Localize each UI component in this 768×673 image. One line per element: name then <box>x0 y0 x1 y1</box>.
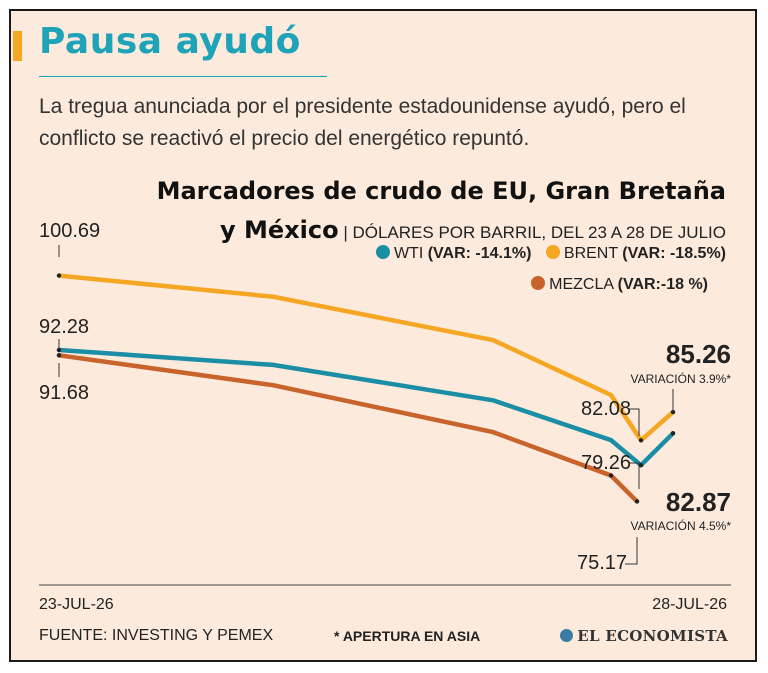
brand-mark-icon <box>560 629 574 642</box>
subtitle: La tregua anunciada por el presidente es… <box>39 95 686 150</box>
point-wti-5 <box>670 431 676 436</box>
series-line-brent <box>56 273 676 443</box>
label-brent-start: 100.69 <box>39 220 100 242</box>
x-label-start: 23-JUL-26 <box>39 596 114 613</box>
leader-brent-low <box>629 408 640 436</box>
chart-title-line2: y México <box>220 216 339 244</box>
chart-units: DÓLARES POR BARRIL, DEL 23 A 28 DE JULIO <box>352 223 726 242</box>
infographic-frame: Pausa ayudó La tregua anunciada por el p… <box>9 9 757 662</box>
series-line-wti <box>56 347 676 468</box>
legend-mezcla-swatch <box>531 276 546 290</box>
legend-row-2: MEZCLA (VAR:-18 %) <box>531 276 708 294</box>
legend-mezcla-var: (VAR:-18 %) <box>617 276 708 293</box>
point-brent-4 <box>638 438 644 443</box>
label-mezcla-end: 75.17 <box>577 552 627 574</box>
series-layer <box>56 273 676 504</box>
footnote: * APERTURA EN ASIA <box>334 628 481 644</box>
chart-subtitle-row: y México | DÓLARES POR BARRIL, DEL 23 A … <box>220 216 726 244</box>
point-mezcla-0 <box>56 353 62 358</box>
legend-brent-var: (VAR: -18.5%) <box>622 245 726 262</box>
label-wti-end-var: VARIACIÓN 4.5%* <box>631 518 732 533</box>
source-note: FUENTE: INVESTING Y PEMEX <box>39 627 274 644</box>
legend-wti-name: WTI <box>393 245 424 262</box>
divider: | <box>343 223 353 242</box>
title-accent-bar <box>13 31 22 61</box>
leader-wti-low <box>629 462 640 489</box>
point-mezcla-3 <box>608 473 614 478</box>
line-chart: 100.69 92.28 91.68 82.08 79.26 75.17 85.26 VARI… <box>39 220 731 586</box>
point-wti-0 <box>56 347 62 353</box>
legend-mezcla-name: MEZCLA <box>549 276 614 293</box>
page-title: Pausa ayudó <box>39 21 301 62</box>
label-layer: 100.69 92.28 91.68 82.08 79.26 75.17 85.26 VARI… <box>39 220 731 574</box>
leader-mezcla-end <box>625 537 638 565</box>
chart-title-line1: Marcadores de crudo de EU, Gran Bretaña <box>156 177 726 205</box>
label-wti-low: 79.26 <box>581 452 631 474</box>
title-underline <box>39 76 327 77</box>
label-brent-end: 85.26 <box>666 339 731 369</box>
legend-row-1: WTI (VAR: -14.1%) BRENT (VAR: -18.5%) <box>366 245 726 263</box>
legend-wti-swatch <box>375 245 390 259</box>
series-line-mezcla <box>56 353 640 504</box>
label-wti-end: 82.87 <box>666 487 731 517</box>
legend-brent: BRENT (VAR: -18.5%) <box>545 245 726 262</box>
brand-logo: EL ECONOMISTA <box>560 627 728 645</box>
label-mezcla-start: 91.68 <box>39 382 89 404</box>
label-brent-end-var: VARIACIÓN 3.9%* <box>631 371 732 386</box>
brand-name: EL ECONOMISTA <box>577 627 728 645</box>
label-wti-start: 92.28 <box>39 316 89 338</box>
point-wti-4 <box>638 463 644 468</box>
x-label-end: 28-JUL-26 <box>652 596 727 613</box>
label-brent-low: 82.08 <box>581 398 631 420</box>
point-mezcla-4 <box>634 499 640 504</box>
point-brent-0 <box>56 273 62 278</box>
legend-brent-swatch <box>545 245 560 259</box>
legend-wti-var: (VAR: -14.1%) <box>427 245 532 262</box>
chart-title: Marcadores de crudo de EU, Gran Bretaña <box>157 174 726 208</box>
legend-brent-name: BRENT <box>563 245 618 262</box>
legend-wti: WTI (VAR: -14.1%) <box>375 245 536 262</box>
